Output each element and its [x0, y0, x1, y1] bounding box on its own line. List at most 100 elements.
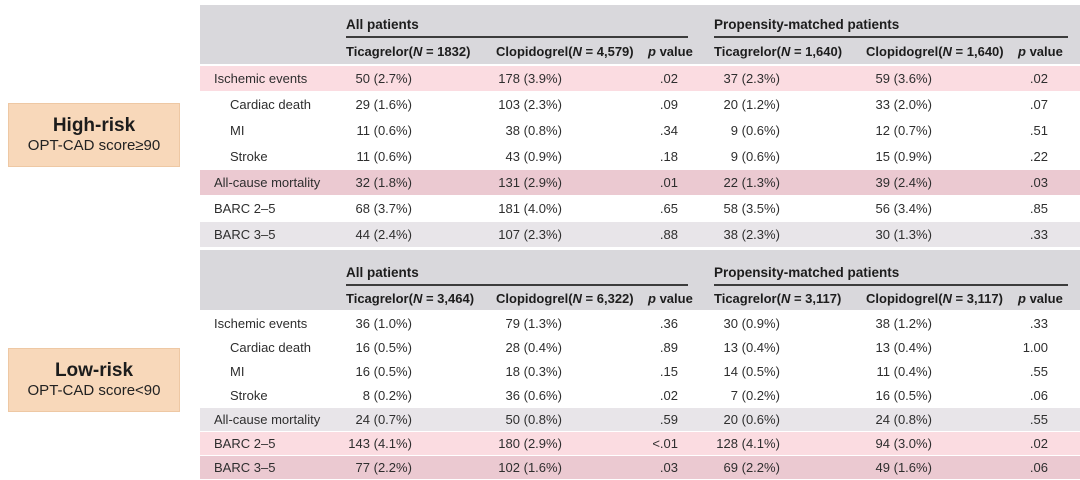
value-cell: 28 (0.4%) — [482, 340, 640, 355]
p-value-cell: .15 — [640, 364, 700, 379]
p-value: .07 — [1029, 97, 1048, 112]
event-count: 20 — [723, 97, 738, 112]
event-percent: (0.6%) — [370, 149, 412, 164]
header-italic-symbol: N — [780, 43, 791, 59]
p-value: .22 — [1029, 149, 1048, 164]
event-count: 13 — [875, 340, 890, 355]
table-body: Ischemic events 36 (1.0%) 79 (1.3%) .36 30 (… — [200, 312, 1080, 480]
value-cell: 24 (0.8%) — [852, 412, 1010, 427]
event-count: 131 — [498, 175, 520, 190]
header-text: = 1,640) — [951, 43, 1004, 59]
p-value: .03 — [659, 460, 678, 475]
event-percent: (1.8%) — [370, 175, 412, 190]
p-value: .03 — [1029, 175, 1048, 190]
event-count: 11 — [356, 123, 371, 138]
value-cell: 180 (2.9%) — [482, 436, 640, 451]
event-count: 44 — [355, 227, 370, 242]
event-percent: (0.6%) — [370, 123, 412, 138]
event-percent: (2.2%) — [738, 460, 780, 475]
event-count: 39 — [875, 175, 890, 190]
header-text: = 1,640) — [790, 43, 843, 59]
header-italic-symbol: p — [1018, 290, 1026, 306]
event-percent: (0.8%) — [520, 123, 562, 138]
p-value: .51 — [1029, 123, 1048, 138]
event-percent: (2.0%) — [890, 97, 932, 112]
value-cell: 102 (1.6%) — [482, 460, 640, 475]
event-percent: (0.6%) — [738, 149, 780, 164]
row-label: BARC 3–5 — [214, 460, 276, 475]
table-body: Ischemic events 50 (2.7%) 178 (3.9%) .02 37 … — [200, 66, 1080, 248]
drug-column-header: Ticagrelor(N = 3,117) — [700, 291, 852, 306]
event-count: 50 — [355, 71, 370, 86]
p-value-cell: .02 — [640, 388, 700, 403]
event-count: 30 — [723, 316, 738, 331]
header-text: = 3,117) — [790, 290, 842, 306]
header-italic-symbol: N — [780, 290, 791, 306]
event-count: 36 — [505, 388, 520, 403]
value-cell: 131 (2.9%) — [482, 175, 640, 190]
p-value: .01 — [659, 175, 678, 190]
event-percent: (0.6%) — [738, 123, 780, 138]
group-header-row: All patients Propensity-matched patients — [200, 5, 1080, 38]
high-risk-outcomes-table: All patients Propensity-matched patients… — [200, 5, 1080, 248]
p-value-cell: .59 — [640, 412, 700, 427]
p-value-cell: .06 — [1010, 460, 1080, 475]
event-count: 79 — [505, 316, 520, 331]
event-percent: (0.7%) — [890, 123, 932, 138]
event-percent: (4.1%) — [370, 436, 412, 451]
header-italic-symbol: N — [572, 43, 582, 59]
event-percent: (0.4%) — [890, 340, 932, 355]
p-value-column-header: p value — [640, 291, 700, 306]
event-percent: (0.4%) — [890, 364, 932, 379]
header-text: Clopidogrel( — [496, 290, 573, 306]
event-percent: (0.8%) — [890, 412, 932, 427]
value-cell: 56 (3.4%) — [852, 201, 1010, 216]
event-count: 8 — [362, 388, 370, 403]
header-text: = 6,322) — [581, 290, 634, 306]
event-percent: (2.3%) — [738, 227, 780, 242]
value-cell: 9 (0.6%) — [700, 123, 852, 138]
header-text: value — [1025, 290, 1063, 306]
p-value: .89 — [659, 340, 678, 355]
event-percent: (2.4%) — [890, 175, 932, 190]
event-count: 11 — [356, 149, 371, 164]
table-row: Stroke 8 (0.2%) 36 (0.6%) .02 7 (0.2%) 16 (0.… — [200, 384, 1080, 408]
event-count: 16 — [355, 340, 370, 355]
event-count: 11 — [876, 364, 891, 379]
row-label: Ischemic events — [214, 316, 308, 331]
event-percent: (1.2%) — [738, 97, 780, 112]
drug-column-header: Ticagrelor(N = 1832) — [332, 44, 482, 59]
p-value: .34 — [659, 123, 678, 138]
value-cell: 7 (0.2%) — [700, 388, 852, 403]
event-percent: (2.3%) — [520, 227, 562, 242]
value-cell: 29 (1.6%) — [332, 97, 482, 112]
event-percent: (0.7%) — [370, 412, 412, 427]
value-cell: 37 (2.3%) — [700, 71, 852, 86]
p-value: .02 — [659, 388, 678, 403]
p-value-cell: .55 — [1010, 364, 1080, 379]
event-count: 58 — [723, 201, 738, 216]
p-value: .06 — [1029, 388, 1048, 403]
event-percent: (2.2%) — [370, 460, 412, 475]
value-cell: 12 (0.7%) — [852, 123, 1010, 138]
event-count: 14 — [723, 364, 738, 379]
event-count: 94 — [875, 436, 890, 451]
row-label: Stroke — [230, 388, 268, 403]
header-text: = 4,579) — [581, 43, 634, 59]
event-count: 107 — [498, 227, 520, 242]
value-cell: 59 (3.6%) — [852, 71, 1010, 86]
event-percent: (0.5%) — [890, 388, 932, 403]
group-header-all-patients: All patients — [332, 250, 700, 286]
event-count: 22 — [723, 175, 738, 190]
event-percent: (3.0%) — [890, 436, 932, 451]
value-cell: 16 (0.5%) — [852, 388, 1010, 403]
row-label: Stroke — [230, 149, 268, 164]
value-cell: 50 (2.7%) — [332, 71, 482, 86]
event-count: 33 — [875, 97, 890, 112]
header-text: Clopidogrel( — [496, 43, 573, 59]
low-risk-outcomes-table: All patients Propensity-matched patients… — [200, 250, 1080, 480]
value-cell: 30 (1.3%) — [852, 227, 1010, 242]
drug-column-header: Clopidogrel(N = 4,579) — [482, 44, 640, 59]
event-percent: (4.1%) — [738, 436, 780, 451]
value-cell: 15 (0.9%) — [852, 149, 1010, 164]
